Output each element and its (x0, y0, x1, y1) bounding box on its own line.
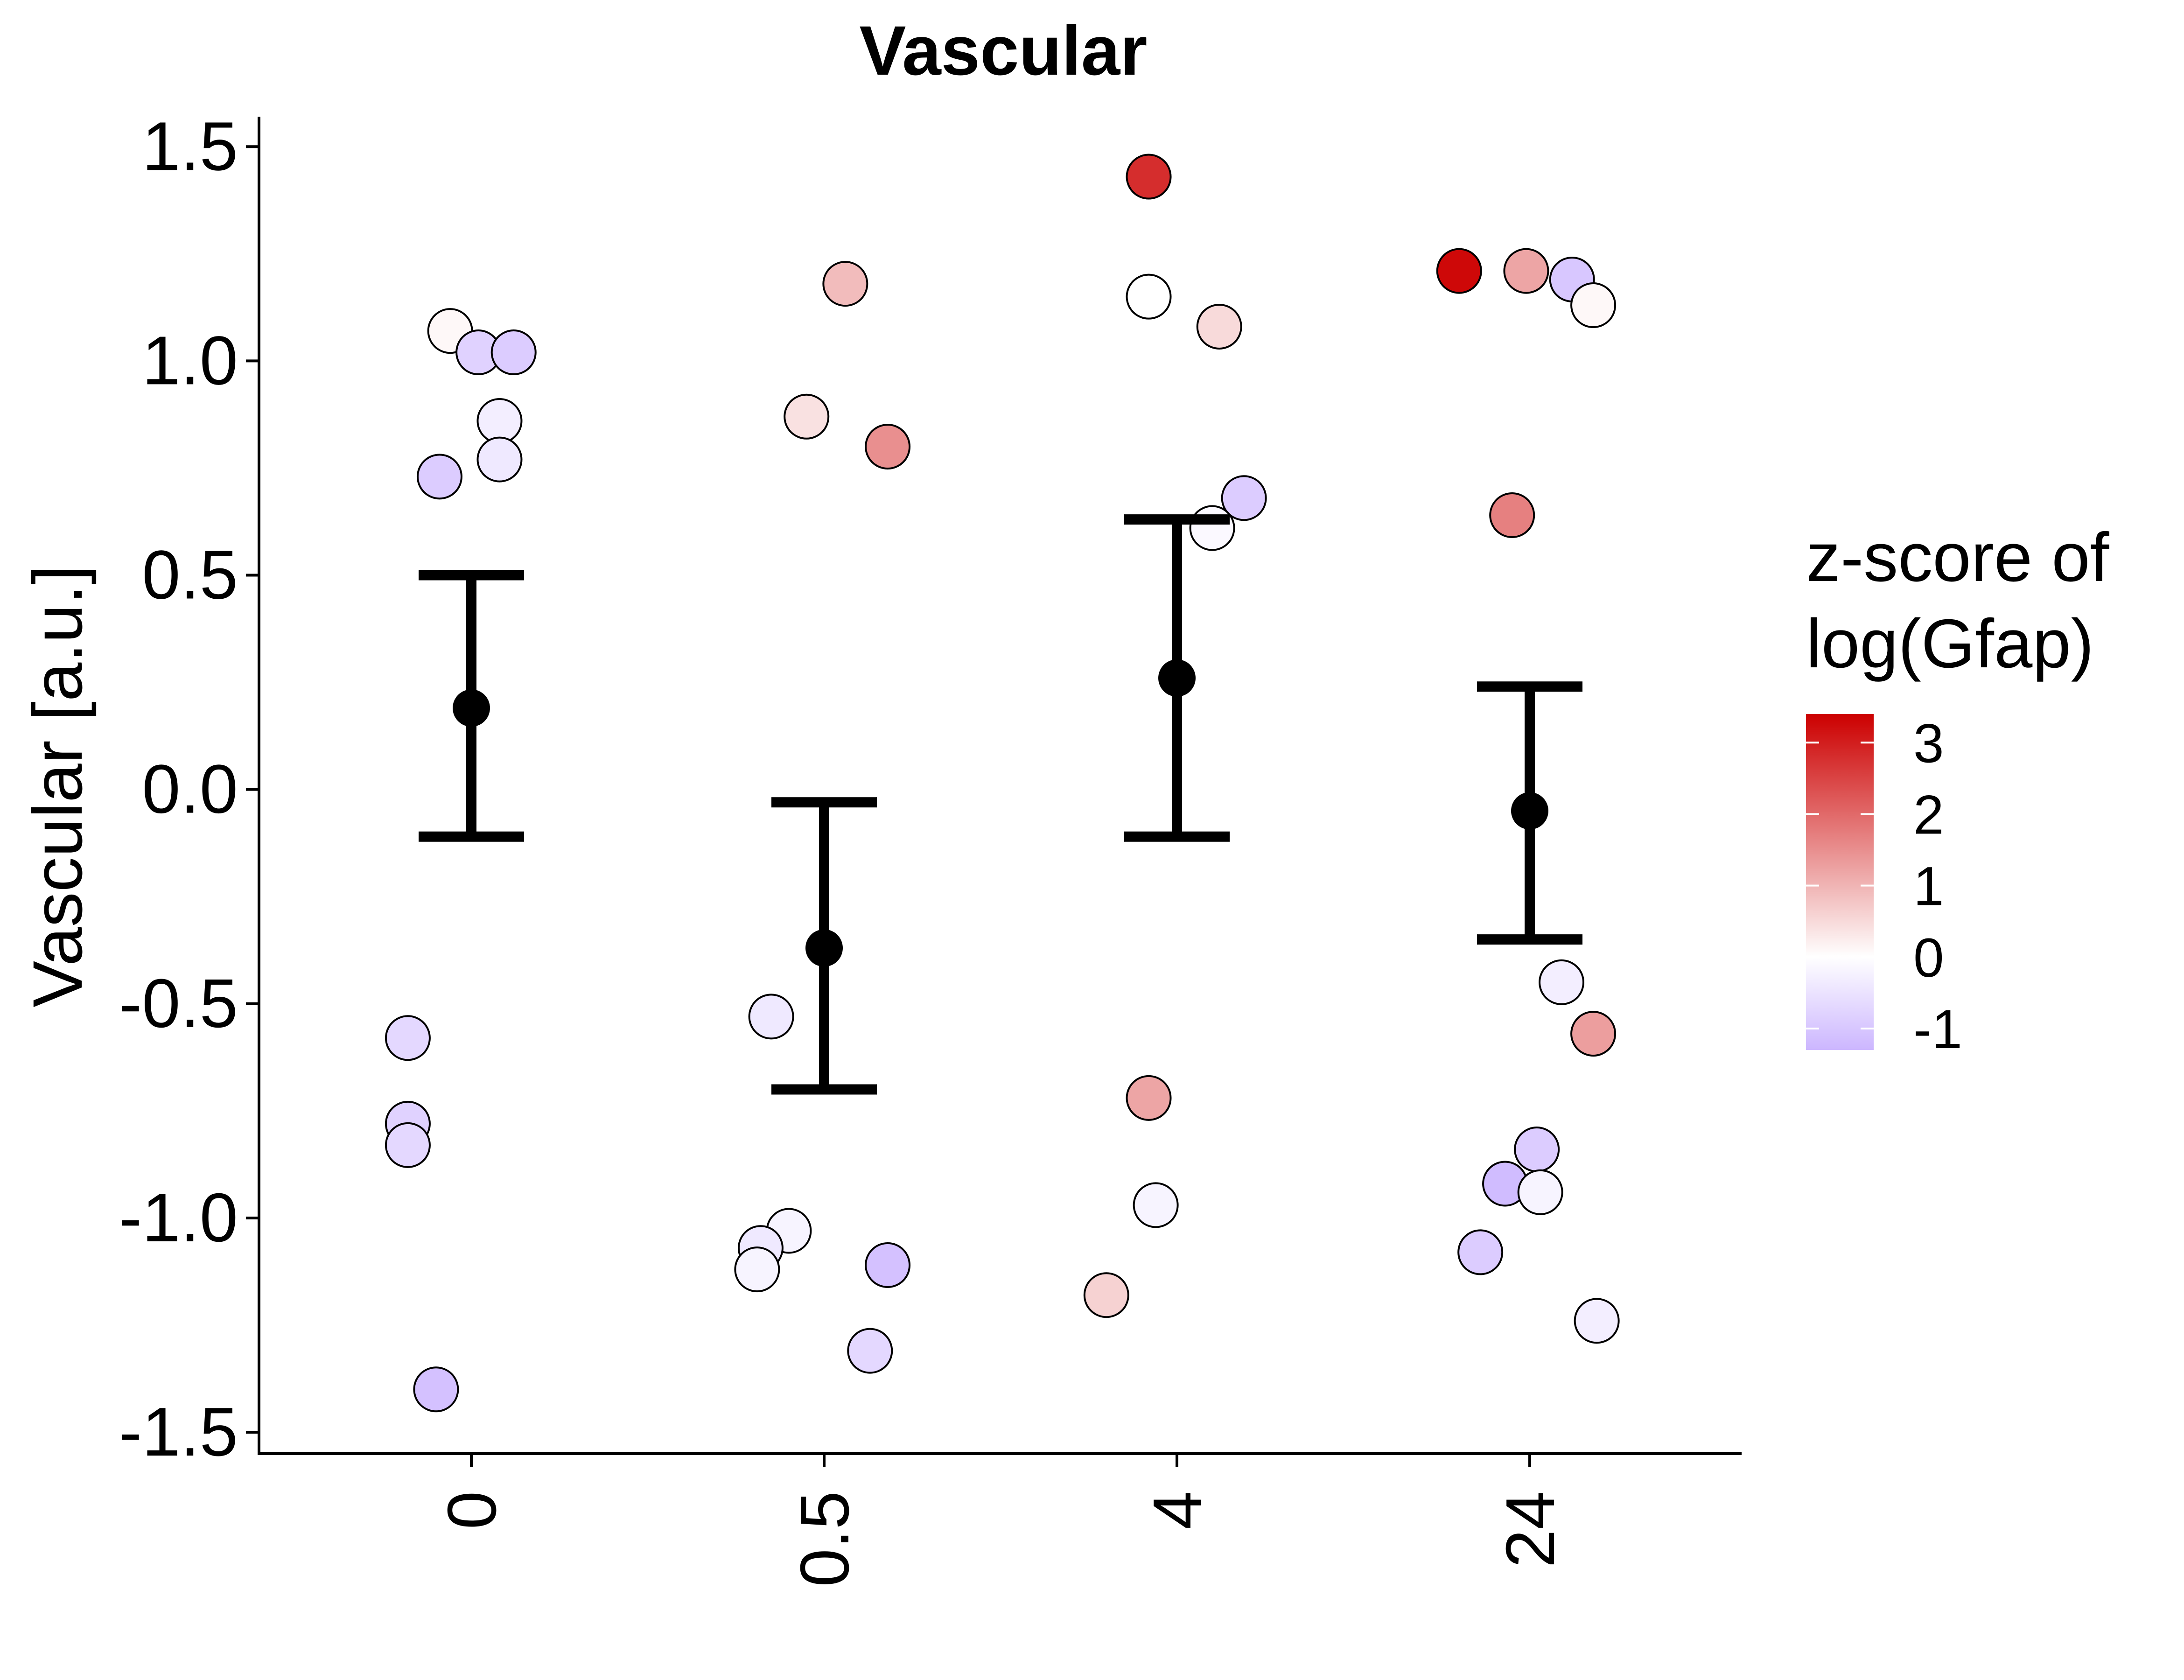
data-point (1517, 1169, 1563, 1215)
data-point (1133, 1182, 1179, 1228)
legend-tick-label: 0 (1913, 927, 1944, 989)
legend-ticks: 3 2 1 0 -1 (1806, 713, 1962, 1060)
data-points (385, 154, 1620, 1413)
x-tick-label: 4 (1139, 1491, 1216, 1529)
data-point (1539, 959, 1585, 1005)
error-bars (419, 514, 1582, 1095)
data-point (822, 261, 868, 307)
data-point (1514, 1127, 1560, 1173)
data-point (385, 1122, 431, 1168)
data-point (865, 424, 911, 470)
data-point (865, 1242, 911, 1288)
data-point (490, 329, 537, 376)
y-tick-label: 0.0 (142, 751, 238, 828)
data-point (847, 1328, 893, 1374)
legend-tick-label: 1 (1913, 856, 1944, 917)
data-point (413, 1366, 459, 1413)
x-tick-label: 0.5 (786, 1491, 863, 1587)
y-tick-label: 1.0 (142, 322, 238, 399)
data-point (476, 398, 523, 444)
mean-marker (1158, 659, 1196, 697)
y-axis-label: Vascular [a.u.] (18, 565, 97, 1008)
data-point (748, 994, 794, 1040)
data-point (1083, 1272, 1129, 1318)
mean-marker (453, 689, 490, 727)
data-point (784, 393, 830, 440)
legend-title-line2: log(Gfap) (1806, 605, 2094, 682)
color-legend: z-score of log(Gfap) 3 2 1 0 -1 (1806, 519, 2110, 1060)
x-axis-ticks: 0 0.5 4 24 (434, 1454, 1569, 1587)
data-point (385, 1015, 431, 1061)
mean-marker (805, 929, 843, 967)
y-tick-label: -1.0 (119, 1179, 238, 1256)
chart-title: Vascular (859, 11, 1147, 90)
data-point (1574, 1298, 1620, 1344)
y-tick-label: 0.5 (142, 537, 238, 614)
data-point (1126, 273, 1172, 320)
data-point (1457, 1229, 1504, 1275)
mean-marker (1511, 792, 1548, 830)
x-tick-label: 0 (434, 1491, 511, 1529)
data-point (1503, 248, 1549, 294)
data-point (416, 454, 462, 500)
x-tick-label: 24 (1492, 1491, 1569, 1568)
y-tick-label: 1.5 (142, 108, 238, 185)
y-tick-label: -0.5 (119, 965, 238, 1042)
legend-tick-label: 3 (1913, 713, 1944, 774)
data-point (1570, 1011, 1617, 1057)
data-point (1196, 303, 1242, 350)
data-point (1126, 1075, 1172, 1121)
data-point (734, 1246, 780, 1293)
legend-title-line1: z-score of (1806, 519, 2110, 596)
y-axis-ticks: -1.5 -1.0 -0.5 0.0 0.5 1.0 1.5 (119, 108, 259, 1470)
data-point (476, 436, 523, 483)
legend-tick-label: 2 (1913, 784, 1944, 846)
data-point (1221, 475, 1267, 521)
data-point (1570, 282, 1617, 329)
legend-colorbar (1806, 714, 1874, 1050)
data-point (1489, 492, 1535, 538)
data-point (1189, 505, 1235, 551)
legend-tick-label: -1 (1913, 999, 1962, 1060)
y-tick-label: -1.5 (119, 1393, 238, 1470)
data-point (1126, 154, 1172, 200)
data-point (1436, 248, 1482, 294)
